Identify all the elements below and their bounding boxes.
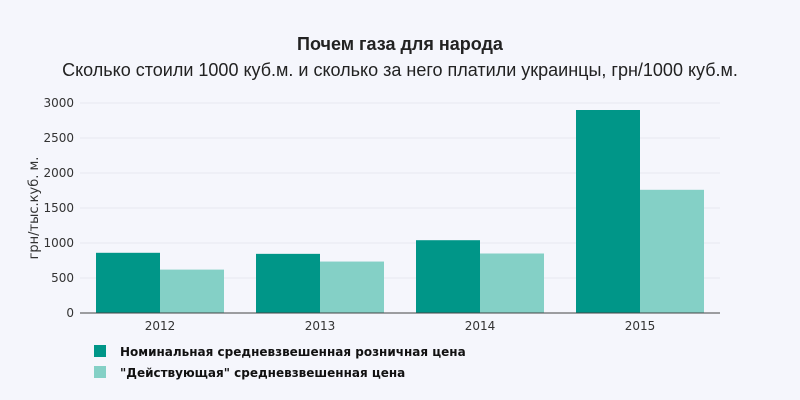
y-tick-label: 1500 — [43, 201, 74, 215]
chart-subtitle: Сколько стоили 1000 куб.м. и сколько за … — [62, 60, 738, 80]
bar-effective-2015[interactable] — [640, 189, 704, 313]
y-axis-label: грн/тыс.куб. м. — [27, 157, 42, 260]
x-tick-label: 2015 — [625, 319, 656, 333]
y-tick-label: 2000 — [43, 166, 74, 180]
y-axis-ticks: 0 500 1000 1500 2000 2500 3000 — [43, 96, 74, 320]
bar-nominal-2013[interactable] — [256, 253, 320, 313]
legend-label-nominal: Номинальная средневзвешенная розничная ц… — [120, 345, 466, 359]
y-tick-label: 500 — [51, 271, 74, 285]
y-tick-label: 0 — [66, 306, 74, 320]
x-axis-ticks: 2012 2013 2014 2015 — [145, 319, 656, 333]
legend-item-nominal[interactable]: Номинальная средневзвешенная розничная ц… — [94, 345, 466, 359]
bar-effective-2013[interactable] — [320, 261, 384, 313]
y-tick-label: 2500 — [43, 131, 74, 145]
legend: Номинальная средневзвешенная розничная ц… — [94, 345, 466, 380]
bar-nominal-2015[interactable] — [576, 110, 640, 313]
bars — [96, 110, 704, 313]
legend-item-effective[interactable]: "Действующая" средневзвешенная цена — [94, 366, 405, 380]
bar-effective-2014[interactable] — [480, 253, 544, 314]
bar-nominal-2012[interactable] — [96, 252, 160, 313]
bar-effective-2012[interactable] — [160, 269, 224, 313]
x-tick-label: 2014 — [465, 319, 496, 333]
x-tick-label: 2013 — [305, 319, 336, 333]
bar-nominal-2014[interactable] — [416, 240, 480, 313]
x-tick-label: 2012 — [145, 319, 176, 333]
chart-title: Почем газа для народа — [297, 34, 504, 54]
legend-swatch-nominal — [94, 345, 106, 357]
y-tick-label: 3000 — [43, 96, 74, 110]
legend-label-effective: "Действующая" средневзвешенная цена — [120, 366, 405, 380]
legend-swatch-effective — [94, 366, 106, 378]
y-tick-label: 1000 — [43, 236, 74, 250]
